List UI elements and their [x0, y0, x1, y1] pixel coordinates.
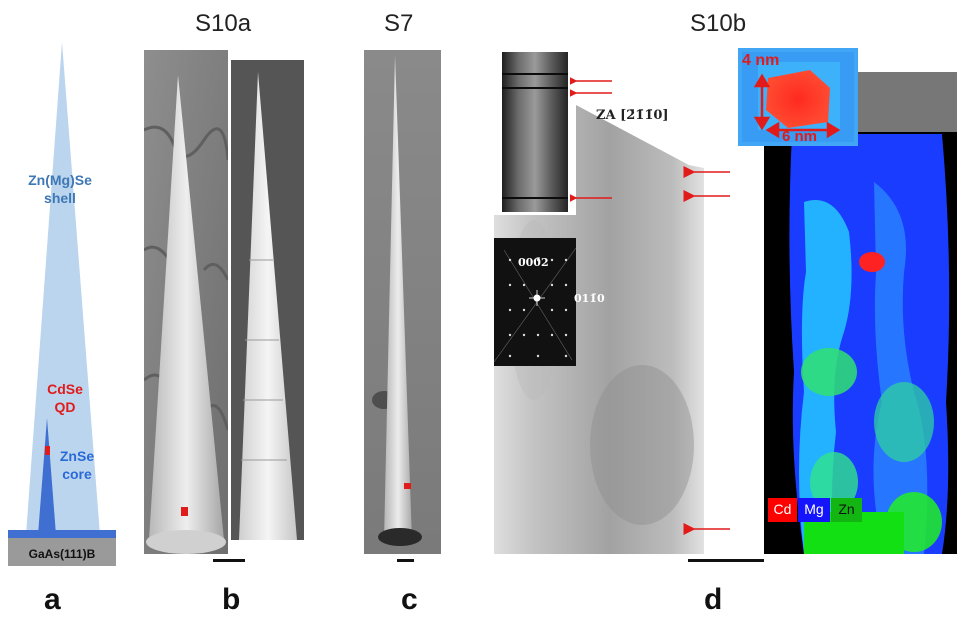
zone-axis-label: ZA [2̄1̄1̄0]: [596, 108, 669, 123]
hrtem-inset: [502, 52, 568, 212]
shell-label-line1: Zn(Mg)Se: [28, 172, 92, 188]
core-label-line2: core: [62, 466, 92, 482]
legend-cd: Cd: [768, 498, 797, 522]
title-s10b: S10b: [690, 10, 747, 37]
qd-label-line1: CdSe: [47, 381, 83, 397]
substrate-top-layer: [8, 530, 116, 538]
title-s7: S7: [384, 10, 414, 37]
stem-arrows: [570, 75, 730, 535]
diffraction-label-0002: 000̄2: [518, 256, 549, 269]
sem-qd-marker-b: [181, 507, 188, 516]
scalebar-d: [688, 559, 764, 562]
substrate-block: [8, 538, 116, 566]
panel-label-c: c: [401, 583, 418, 616]
legend-mg: Mg: [798, 498, 830, 522]
scalebar-c: [397, 559, 414, 562]
core-label: ZnSe core: [50, 447, 104, 483]
core-label-line1: ZnSe: [59, 448, 95, 464]
qd-marker: [45, 446, 50, 455]
sem-image-s10a-side: [231, 60, 304, 540]
core-cone: [38, 418, 56, 535]
nanowire-schematic: [8, 42, 116, 566]
edx-height-label: 4 nm: [742, 52, 780, 69]
legend-zn: Zn: [831, 498, 862, 522]
edx-qd-spot: [859, 252, 885, 272]
edx-map: [764, 72, 957, 554]
diffraction-label-0110: 011̄0: [574, 292, 605, 305]
shell-cone: [26, 42, 100, 535]
qd-label-line2: QD: [54, 399, 76, 415]
edx-width-label: 6 nm: [782, 128, 818, 145]
scalebar-b: [213, 559, 245, 562]
panel-label-b: b: [222, 583, 241, 616]
stem-image: [494, 52, 704, 554]
sem-qd-marker-c: [404, 483, 411, 489]
sem-image-s7: [364, 50, 441, 554]
edx-qd-zoom-inset: [738, 48, 858, 146]
substrate-label: GaAs(111)B: [28, 547, 96, 561]
shell-label: Zn(Mg)Se shell: [5, 171, 115, 207]
shell-label-line2: shell: [44, 190, 76, 206]
sem-image-s10a-tilted: [144, 50, 228, 554]
title-s10a: S10a: [195, 10, 252, 37]
panel-label-a: a: [44, 583, 61, 616]
panel-label-d: d: [704, 583, 723, 616]
qd-label: CdSe QD: [20, 380, 110, 416]
